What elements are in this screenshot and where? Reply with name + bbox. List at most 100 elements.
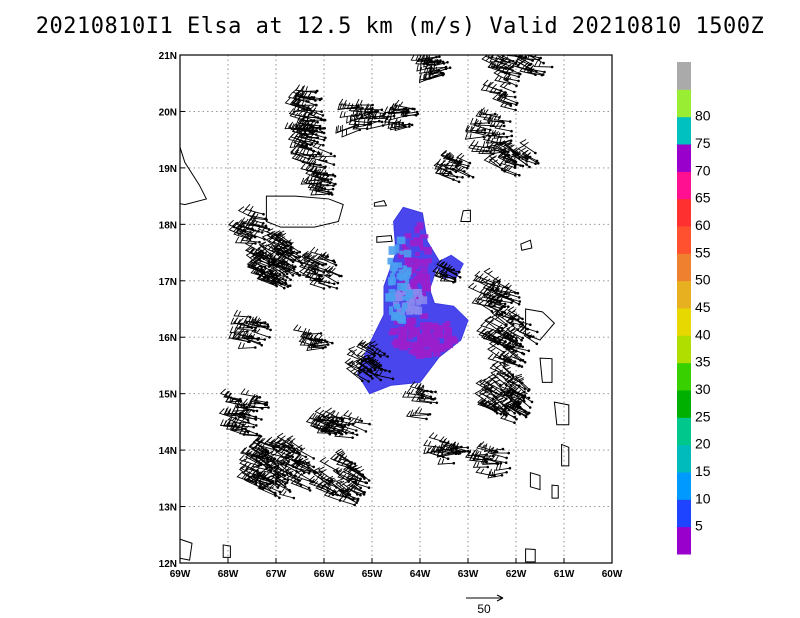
wind-barb	[533, 60, 553, 68]
wind-speed-cell	[402, 342, 409, 347]
colorbar-swatch	[677, 526, 691, 555]
wind-barb-station	[452, 461, 456, 465]
wind-barb-station	[314, 103, 318, 107]
wind-barb	[295, 444, 314, 459]
wind-barb-station	[355, 501, 358, 505]
wind-barb-station	[257, 464, 261, 468]
wind-barb-station	[254, 415, 258, 419]
colorbar-swatch	[677, 417, 691, 446]
colorbar-label: 30	[695, 381, 711, 397]
wind-barb	[448, 444, 465, 452]
wind-barb-station	[524, 415, 528, 419]
wind-barb	[506, 398, 525, 412]
wind-barb-station	[524, 156, 527, 160]
wind-barb	[258, 451, 274, 462]
wind-barb	[303, 90, 322, 100]
wind-barb-station	[506, 286, 509, 290]
wind-barb-station	[490, 310, 494, 313]
wind-barb-station	[241, 411, 244, 415]
wind-barb-station	[514, 337, 518, 340]
wind-barb	[266, 269, 283, 285]
wind-barb-station	[508, 466, 512, 470]
wind-barb	[499, 81, 515, 93]
wind-barb	[292, 105, 311, 113]
wind-barb-station	[327, 281, 331, 284]
wind-barb	[434, 269, 455, 279]
wind-barb-station	[502, 412, 506, 416]
wind-barb	[487, 296, 503, 308]
wind-barb	[518, 320, 538, 333]
wind-barb-station	[425, 417, 428, 421]
wind-barb-station	[455, 164, 458, 168]
wind-speed-cell	[396, 236, 406, 245]
wind-barb-station	[368, 422, 371, 426]
wind-barb-station	[504, 383, 508, 387]
wind-barb-station	[356, 493, 359, 496]
wind-barb	[482, 452, 502, 464]
wind-barb-station	[519, 343, 522, 347]
wind-barb-station	[428, 413, 432, 416]
wind-barb-station	[367, 479, 371, 482]
wind-barb-station	[367, 486, 371, 490]
wind-barb	[339, 110, 356, 119]
wind-barb-station	[517, 302, 521, 306]
wind-barb-station	[283, 477, 287, 481]
wind-barb-station	[305, 133, 308, 136]
wind-barb-station	[282, 252, 285, 255]
wind-barb-station	[515, 417, 518, 421]
wind-barb	[305, 416, 326, 429]
wind-barb-station	[328, 285, 332, 289]
wind-barb-station	[317, 151, 321, 155]
wind-speed-cell	[424, 277, 430, 284]
wind-barb	[347, 346, 364, 361]
wind-barb	[299, 256, 319, 271]
colorbar-swatch	[677, 116, 691, 145]
wind-barb-station	[446, 457, 450, 461]
wind-barb-station	[520, 381, 524, 385]
wind-speed-cell	[401, 242, 407, 248]
wind-barb	[243, 473, 261, 484]
wind-barb	[487, 61, 507, 70]
wind-speed-cell	[414, 227, 420, 234]
wind-barb-station	[442, 62, 446, 65]
wind-barb-station	[316, 120, 319, 124]
wind-barb-station	[322, 173, 326, 176]
wind-barb-station	[360, 419, 364, 423]
wind-barb	[357, 364, 372, 377]
wind-barb-station	[515, 103, 518, 106]
wind-barb-station	[268, 336, 271, 339]
wind-barb-station	[505, 135, 509, 139]
wind-barb-station	[513, 412, 516, 415]
wind-speed-cell	[444, 320, 451, 327]
wind-barb	[484, 315, 503, 329]
wind-barb	[223, 408, 243, 415]
wind-barb-station	[282, 445, 285, 449]
wind-barb-station	[250, 236, 253, 239]
wind-barb	[418, 392, 436, 400]
wind-speed-cell	[424, 327, 431, 334]
wind-barb	[261, 233, 279, 250]
wind-barb-station	[519, 164, 522, 167]
wind-speed-cell	[399, 328, 407, 337]
wind-barb-station	[505, 471, 508, 474]
wind-barb	[342, 480, 358, 495]
wind-barb	[319, 479, 336, 493]
wind-barb	[452, 441, 468, 449]
wind-barb	[313, 467, 331, 483]
wind-barb-station	[307, 486, 311, 490]
wind-barbs	[218, 55, 554, 507]
coastline	[529, 472, 541, 491]
wind-barb-station	[265, 403, 269, 407]
wind-barb-station	[308, 489, 312, 492]
wind-barb	[485, 378, 502, 394]
wind-barb-station	[238, 399, 241, 402]
wind-barb	[471, 448, 488, 460]
wind-barb-station	[463, 170, 466, 173]
coastline	[551, 484, 559, 499]
wind-barb-station	[291, 274, 295, 277]
wind-barb	[480, 397, 498, 410]
wind-barb-station	[340, 433, 344, 436]
wind-barb-station	[376, 109, 380, 113]
wind-speed-cell	[410, 292, 417, 300]
wind-barb-station	[314, 99, 317, 102]
